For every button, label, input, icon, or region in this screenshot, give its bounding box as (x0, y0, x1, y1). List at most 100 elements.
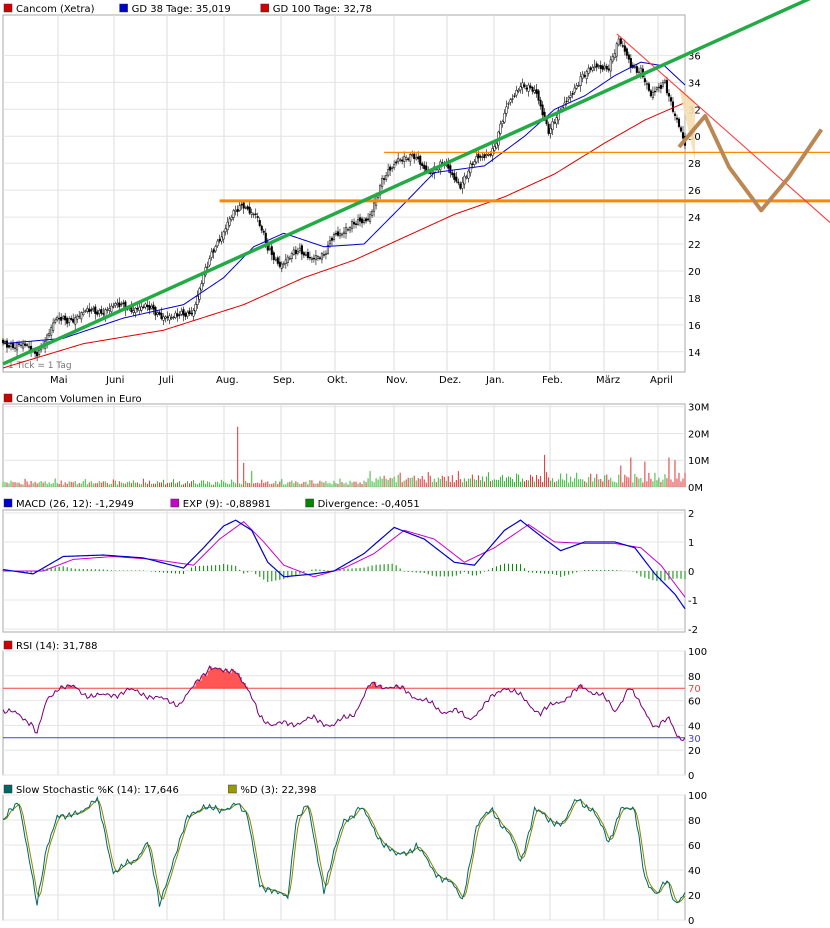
volume-bar (221, 479, 223, 487)
candle-body (607, 68, 610, 71)
volume-bar (503, 481, 505, 487)
candle-body (262, 230, 265, 233)
volume-bar (511, 479, 513, 487)
y-tick-label: -2 (688, 625, 698, 636)
volume-bar (640, 477, 642, 487)
volume-bar (18, 482, 20, 487)
volume-bar (594, 477, 596, 487)
rsi-panel-frame (2, 650, 686, 776)
candle-body (393, 164, 396, 169)
candle-body (527, 84, 530, 92)
volume-bar (207, 481, 209, 487)
candle-body (172, 316, 175, 319)
volume-bar (447, 476, 449, 487)
candle-body (367, 218, 370, 221)
candle-body (651, 92, 654, 98)
volume-bar (606, 474, 608, 487)
candle-body (485, 154, 488, 157)
volume-bar (291, 480, 293, 487)
volume-bar (534, 481, 536, 487)
candle-body (338, 233, 342, 237)
candle-body (547, 123, 550, 134)
volume-bar (327, 483, 329, 487)
candle-body (140, 306, 143, 311)
stoch-k-line (2, 795, 686, 907)
volume-bar (662, 479, 664, 487)
volume-bar (505, 477, 507, 487)
volume-bar (42, 482, 44, 487)
candle-body (583, 74, 586, 77)
candle-body (467, 170, 470, 179)
candle-body (352, 221, 356, 225)
legend-swatch (3, 784, 13, 794)
candle-body (17, 343, 21, 345)
candle-body (66, 317, 69, 324)
candle-body (619, 38, 622, 45)
candle-body (679, 127, 683, 132)
volume-bar (181, 484, 183, 487)
volume-bar (485, 476, 487, 487)
candle-body (86, 308, 89, 312)
candle-body (601, 65, 604, 70)
macd-line (2, 519, 686, 610)
volume-bar (233, 481, 235, 487)
candle-body (268, 248, 271, 250)
volume-bar (259, 483, 261, 487)
volume-bar (299, 483, 301, 487)
volume-bar (598, 479, 600, 487)
volume-bar (54, 478, 56, 487)
uptrend-line (2, 0, 811, 366)
volume-bar (590, 473, 592, 487)
volume-bar (62, 484, 64, 487)
legend-swatch (228, 784, 237, 794)
candle-body (74, 317, 77, 325)
y-tick-label: 0 (688, 771, 694, 782)
rsi-panel: 0 20 40 60 80 100 RSI (14): 31,788 70 30 (2, 640, 707, 782)
volume-panel: 0M 10M 20M 30M Cancom Volumen in Euro (2, 393, 709, 494)
volume-bar (74, 480, 76, 487)
candle-body (503, 113, 506, 123)
tick-note: 1 Tick = 1 Tag (8, 361, 72, 371)
volume-bar (427, 472, 429, 487)
volume-bar (76, 484, 78, 487)
y-tick-label: 2 (688, 509, 694, 520)
candle-body (148, 305, 151, 310)
volume-bar (146, 483, 148, 487)
candle-body (473, 161, 476, 165)
candle-body (663, 80, 666, 83)
volume-bar (487, 472, 489, 487)
candle-body (613, 53, 616, 58)
candle-body (168, 315, 171, 321)
volume-bar (152, 483, 154, 487)
candle-body (571, 92, 574, 95)
volume-bar (225, 482, 227, 487)
volume-bar (674, 460, 676, 487)
volume-bar (560, 473, 562, 487)
candle-body (60, 316, 63, 321)
candle-body (250, 212, 253, 215)
volume-bar (120, 482, 122, 487)
candle-body (449, 165, 452, 174)
volume-bar (582, 479, 584, 487)
candle-body (475, 156, 478, 163)
volume-bar (130, 482, 132, 487)
month-label: Mai (50, 375, 68, 386)
volume-bar (497, 479, 499, 487)
volume-bar (419, 479, 421, 487)
legend-swatch (170, 498, 180, 508)
candle-body (507, 103, 510, 105)
legend-label: EXP (9): -0,88981 (183, 499, 271, 510)
volume-bar (229, 484, 231, 487)
candle-body (457, 181, 460, 184)
y-tick-label: 30M (688, 403, 709, 414)
volume-bar (483, 481, 485, 487)
candle-body (625, 48, 628, 56)
candle-body (222, 231, 225, 240)
volume-bar (610, 477, 612, 487)
volume-bar (331, 484, 333, 487)
candle-body (623, 45, 626, 52)
candle-body (575, 85, 578, 89)
candle-body (581, 73, 584, 79)
candle-body (210, 251, 213, 258)
rsi-lower-label: 30 (688, 734, 701, 745)
